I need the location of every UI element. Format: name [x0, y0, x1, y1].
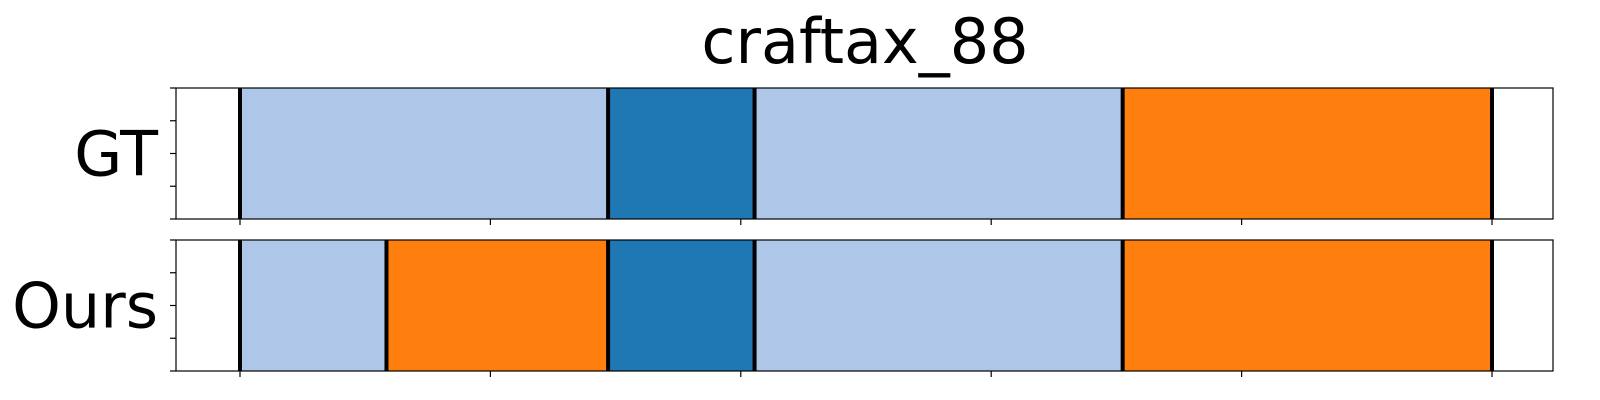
chart-title: craftax_88 [701, 5, 1028, 78]
segment-gt-2 [754, 88, 1123, 219]
row-label-ours: Ours [12, 270, 158, 343]
segment-ours-1 [386, 240, 609, 371]
segment-gt-0 [240, 88, 609, 219]
segment-gt-3 [1122, 88, 1492, 219]
segment-ours-3 [754, 240, 1123, 371]
segment-ours-2 [608, 240, 755, 371]
segment-ours-0 [240, 240, 387, 371]
row-label-gt: GT [74, 118, 159, 191]
segment-gt-1 [608, 88, 755, 219]
segment-ours-4 [1122, 240, 1492, 371]
